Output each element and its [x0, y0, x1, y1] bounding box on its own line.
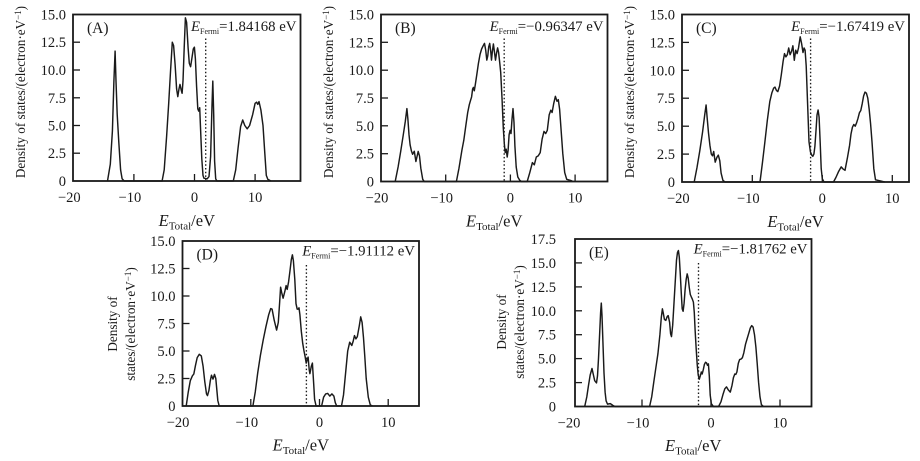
svg-text:states/(electron·eV−1​): states/(electron·eV−1​) — [123, 267, 138, 381]
svg-text:10.0: 10.0 — [150, 289, 175, 305]
svg-text:15.0: 15.0 — [349, 8, 374, 24]
svg-text:0: 0 — [668, 175, 675, 191]
svg-text:EFermi=−1.91112 eV: EFermi=−1.91112 eV — [301, 244, 415, 261]
svg-text:EFermi=−0.96347 eV: EFermi=−0.96347 eV — [489, 19, 604, 36]
svg-text:ETotal/eV: ETotal/eV — [272, 436, 329, 458]
svg-text:12.5: 12.5 — [41, 35, 66, 51]
svg-text:7.5: 7.5 — [356, 91, 374, 107]
svg-text:states/(electron·eV−1​): states/(electron·eV−1​) — [512, 265, 527, 379]
svg-text:10.0: 10.0 — [41, 63, 66, 79]
svg-text:0: 0 — [168, 399, 175, 415]
svg-text:2.5: 2.5 — [538, 376, 556, 392]
svg-text:EFermi=−1.67419 eV: EFermi=−1.67419 eV — [790, 19, 905, 36]
svg-text:EFermi=1.84168 eV: EFermi=1.84168 eV — [190, 19, 297, 36]
svg-text:ETotal/eV: ETotal/eV — [158, 211, 215, 233]
svg-text:7.5: 7.5 — [538, 328, 556, 344]
svg-text:7.5: 7.5 — [48, 91, 66, 107]
svg-text:12.5: 12.5 — [531, 280, 556, 296]
svg-text:2.5: 2.5 — [48, 146, 66, 162]
svg-text:−20: −20 — [167, 415, 190, 431]
svg-text:(C): (C) — [696, 20, 717, 37]
svg-text:Density of states/(electron·eV: Density of states/(electron·eV−1​) — [321, 6, 336, 178]
svg-text:Density of: Density of — [105, 296, 120, 352]
svg-text:−10: −10 — [119, 190, 142, 206]
svg-text:7.5: 7.5 — [657, 91, 675, 107]
svg-text:10.0: 10.0 — [531, 304, 556, 320]
svg-text:−10: −10 — [235, 415, 258, 431]
svg-text:(A): (A) — [87, 20, 109, 37]
svg-text:ETotal/eV: ETotal/eV — [465, 212, 522, 234]
svg-text:2.5: 2.5 — [657, 147, 675, 163]
svg-text:10: 10 — [885, 191, 900, 207]
svg-text:ETotal/eV: ETotal/eV — [766, 212, 823, 234]
svg-text:12.5: 12.5 — [650, 35, 675, 51]
svg-text:10.0: 10.0 — [349, 63, 374, 79]
svg-text:0: 0 — [367, 175, 374, 191]
svg-text:(D): (D) — [197, 247, 219, 264]
svg-text:0: 0 — [59, 174, 66, 190]
svg-text:7.5: 7.5 — [157, 317, 175, 333]
svg-text:5.0: 5.0 — [157, 344, 175, 360]
svg-text:12.5: 12.5 — [150, 262, 175, 278]
svg-text:5.0: 5.0 — [657, 119, 675, 135]
svg-text:15.0: 15.0 — [41, 8, 66, 24]
svg-text:12.5: 12.5 — [349, 35, 374, 51]
svg-text:−20: −20 — [558, 416, 581, 432]
svg-text:Density of states/(electron·eV: Density of states/(electron·eV−1​) — [13, 6, 28, 178]
svg-text:−10: −10 — [737, 191, 760, 207]
svg-text:ETotal/eV: ETotal/eV — [664, 436, 721, 458]
svg-text:(B): (B) — [395, 20, 416, 37]
svg-text:10: 10 — [248, 190, 263, 206]
svg-text:0: 0 — [549, 400, 556, 416]
svg-text:−20: −20 — [58, 190, 81, 206]
svg-text:−20: −20 — [366, 191, 389, 207]
svg-text:0: 0 — [819, 191, 826, 207]
svg-text:15.0: 15.0 — [650, 8, 675, 24]
svg-text:10.0: 10.0 — [650, 63, 675, 79]
svg-text:0: 0 — [507, 191, 514, 207]
svg-text:10: 10 — [381, 415, 396, 431]
svg-text:10: 10 — [568, 191, 583, 207]
svg-text:5.0: 5.0 — [356, 119, 374, 135]
svg-text:Density of states/(electron·eV: Density of states/(electron·eV−1​) — [622, 6, 637, 178]
svg-text:15.0: 15.0 — [150, 234, 175, 250]
svg-text:2.5: 2.5 — [157, 372, 175, 388]
svg-text:0: 0 — [707, 416, 714, 432]
svg-text:EFermi=−1.81762 eV: EFermi=−1.81762 eV — [693, 242, 808, 259]
svg-text:5.0: 5.0 — [48, 119, 66, 135]
svg-text:−10: −10 — [627, 416, 650, 432]
svg-text:2.5: 2.5 — [356, 147, 374, 163]
svg-text:Density of: Density of — [494, 294, 509, 350]
svg-text:(E): (E) — [589, 245, 609, 262]
svg-text:15.0: 15.0 — [531, 256, 556, 272]
svg-text:0: 0 — [316, 415, 323, 431]
svg-text:10: 10 — [773, 416, 788, 432]
svg-text:−20: −20 — [667, 191, 690, 207]
svg-text:0: 0 — [191, 190, 198, 206]
svg-text:5.0: 5.0 — [538, 352, 556, 368]
svg-text:17.5: 17.5 — [531, 232, 556, 248]
svg-text:−10: −10 — [430, 191, 453, 207]
